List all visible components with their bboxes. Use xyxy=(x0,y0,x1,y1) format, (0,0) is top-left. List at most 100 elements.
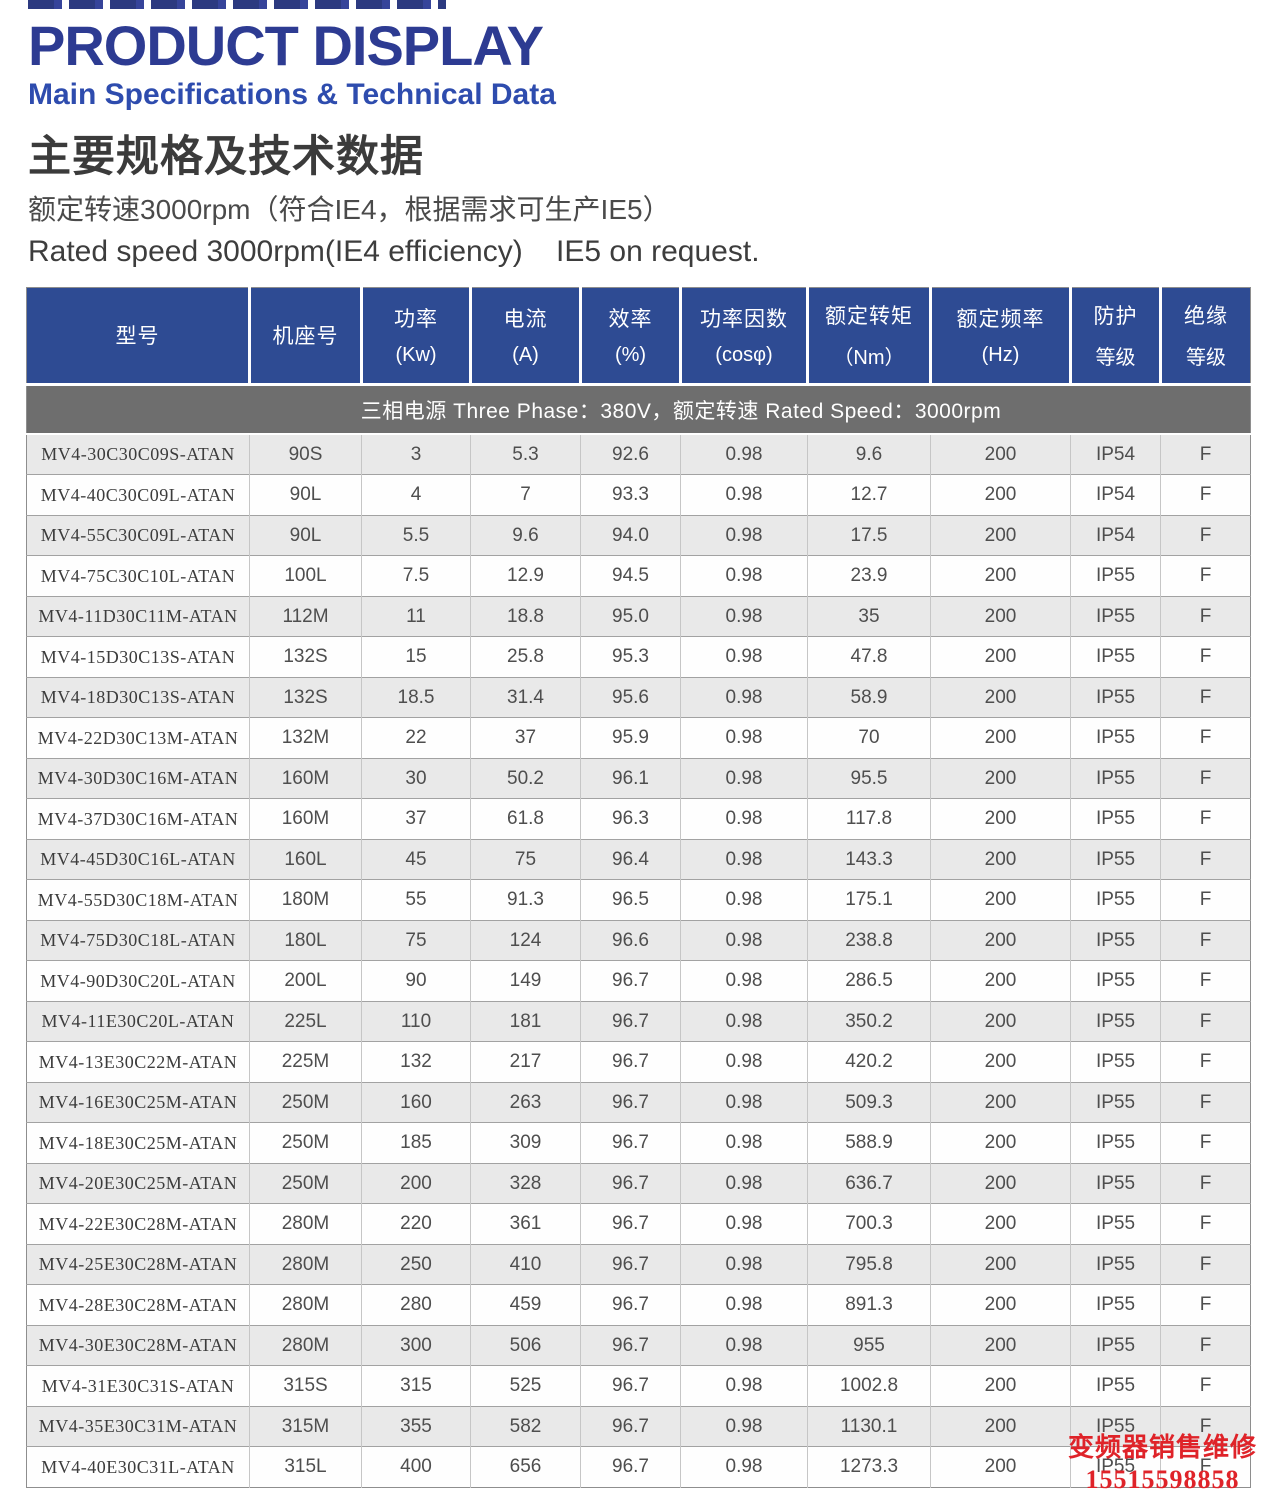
cell-current-a: 25.8 xyxy=(470,636,581,678)
cell-insulation-class: F xyxy=(1160,1000,1251,1042)
cell-current-a: 181 xyxy=(470,1000,581,1042)
cell-frame-size: 180M xyxy=(249,879,362,921)
cell-protection-class: IP54 xyxy=(1070,514,1161,556)
cell-efficiency: 96.7 xyxy=(580,1365,681,1407)
cell-frequency-hz: 200 xyxy=(930,960,1071,1002)
cell-insulation-class: F xyxy=(1160,1365,1251,1407)
cell-insulation-class: F xyxy=(1160,1405,1251,1447)
cell-frequency-hz: 200 xyxy=(930,1446,1071,1488)
cell-torque-nm: 795.8 xyxy=(807,1243,931,1285)
cell-efficiency: 95.9 xyxy=(580,717,681,759)
col-label: 额定转矩 xyxy=(825,305,913,329)
cell-power-factor: 0.98 xyxy=(680,595,808,637)
cell-power-kw: 5.5 xyxy=(361,514,471,556)
cell-frame-size: 315S xyxy=(249,1365,362,1407)
cell-protection-class: IP55 xyxy=(1070,1000,1161,1042)
cell-protection-class: IP55 xyxy=(1070,1324,1161,1366)
cell-power-factor: 0.98 xyxy=(680,798,808,840)
cell-model: MV4-40C30C09L-ATAN xyxy=(26,474,250,516)
cell-frame-size: 315M xyxy=(249,1405,362,1447)
cell-efficiency: 96.4 xyxy=(580,838,681,880)
cell-power-kw: 75 xyxy=(361,919,471,961)
table-body: MV4-30C30C09S-ATAN 90S 3 5.3 92.6 0.98 9.6 200 I… xyxy=(26,433,1251,1488)
cell-model: MV4-37D30C16M-ATAN xyxy=(26,798,250,840)
cell-efficiency: 96.7 xyxy=(580,1162,681,1204)
cell-current-a: 149 xyxy=(470,960,581,1002)
spec-table: 型号 机座号 功率 (Kw) 电流 (A) 效率 (%) 功率因数 (cosφ) 额定转… xyxy=(26,286,1251,1488)
cell-power-kw: 3 xyxy=(361,433,471,475)
cell-efficiency: 96.7 xyxy=(580,1284,681,1326)
table-row: MV4-75D30C18L-ATAN 180L 75 124 96.6 0.98 238.8… xyxy=(26,919,1251,961)
cell-torque-nm: 636.7 xyxy=(807,1162,931,1204)
cell-power-kw: 220 xyxy=(361,1203,471,1245)
cell-power-kw: 18.5 xyxy=(361,676,471,718)
cell-model: MV4-30E30C28M-ATAN xyxy=(26,1324,250,1366)
cell-model: MV4-90D30C20L-ATAN xyxy=(26,960,250,1002)
table-row: MV4-16E30C25M-ATAN 250M 160 263 96.7 0.98 509.… xyxy=(26,1081,1251,1123)
cell-current-a: 309 xyxy=(470,1122,581,1164)
cell-power-factor: 0.98 xyxy=(680,1203,808,1245)
cell-insulation-class: F xyxy=(1160,555,1251,597)
cell-frame-size: 200L xyxy=(249,960,362,1002)
cell-efficiency: 96.7 xyxy=(580,1000,681,1042)
table-row: MV4-55D30C18M-ATAN 180M 55 91.3 96.5 0.98 175.… xyxy=(26,879,1251,921)
cell-frequency-hz: 200 xyxy=(930,1203,1071,1245)
cell-power-kw: 185 xyxy=(361,1122,471,1164)
scan-artifact-strip xyxy=(28,0,446,9)
cell-current-a: 506 xyxy=(470,1324,581,1366)
cell-frame-size: 250M xyxy=(249,1162,362,1204)
cell-insulation-class: F xyxy=(1160,1122,1251,1164)
cell-frequency-hz: 200 xyxy=(930,717,1071,759)
cell-current-a: 217 xyxy=(470,1041,581,1083)
cell-protection-class: IP55 xyxy=(1070,1081,1161,1123)
col-unit: （Nm） xyxy=(833,347,905,370)
cell-frequency-hz: 200 xyxy=(930,433,1071,475)
cell-power-factor: 0.98 xyxy=(680,474,808,516)
cell-torque-nm: 1130.1 xyxy=(807,1405,931,1447)
cell-efficiency: 96.3 xyxy=(580,798,681,840)
cell-current-a: 9.6 xyxy=(470,514,581,556)
three-phase-banner: 三相电源 Three Phase：380V，额定转速 Rated Speed：3… xyxy=(26,384,1251,436)
cell-frequency-hz: 200 xyxy=(930,879,1071,921)
cell-protection-class: IP55 xyxy=(1070,1122,1161,1164)
table-row: MV4-90D30C20L-ATAN 200L 90 149 96.7 0.98 286.5… xyxy=(26,960,1251,1002)
cell-torque-nm: 588.9 xyxy=(807,1122,931,1164)
cell-efficiency: 94.5 xyxy=(580,555,681,597)
cell-frequency-hz: 200 xyxy=(930,636,1071,678)
cell-model: MV4-22E30C28M-ATAN xyxy=(26,1203,250,1245)
col-label: 效率 xyxy=(608,308,653,332)
cell-efficiency: 96.7 xyxy=(580,1041,681,1083)
cell-frequency-hz: 200 xyxy=(930,1284,1071,1326)
cell-model: MV4-75C30C10L-ATAN xyxy=(26,555,250,597)
cell-power-factor: 0.98 xyxy=(680,960,808,1002)
table-row: MV4-15D30C13S-ATAN 132S 15 25.8 95.3 0.98 47.8… xyxy=(26,636,1251,678)
cell-current-a: 75 xyxy=(470,838,581,880)
cell-frame-size: 112M xyxy=(249,595,362,637)
table-row: MV4-75C30C10L-ATAN 100L 7.5 12.9 94.5 0.98 23.… xyxy=(26,555,1251,597)
cell-frame-size: 90L xyxy=(249,514,362,556)
banner-row: 三相电源 Three Phase：380V，额定转速 Rated Speed：3… xyxy=(26,384,1251,436)
cell-current-a: 410 xyxy=(470,1243,581,1285)
col-unit: (cosφ) xyxy=(715,344,773,367)
cell-torque-nm: 350.2 xyxy=(807,1000,931,1042)
cell-frame-size: 225L xyxy=(249,1000,362,1042)
cell-frame-size: 250M xyxy=(249,1122,362,1164)
cell-protection-class: IP54 xyxy=(1070,433,1161,475)
cell-model: MV4-11D30C11M-ATAN xyxy=(26,595,250,637)
cell-current-a: 37 xyxy=(470,717,581,759)
col-header-efficiency: 效率 (%) xyxy=(580,287,682,386)
cell-frequency-hz: 200 xyxy=(930,1041,1071,1083)
cell-protection-class: IP55 xyxy=(1070,1365,1161,1407)
cell-insulation-class: F xyxy=(1160,960,1251,1002)
cell-frequency-hz: 200 xyxy=(930,838,1071,880)
cell-protection-class: IP55 xyxy=(1070,960,1161,1002)
cell-power-factor: 0.98 xyxy=(680,879,808,921)
cell-protection-class: IP55 xyxy=(1070,1284,1161,1326)
cell-power-kw: 7.5 xyxy=(361,555,471,597)
cell-insulation-class: F xyxy=(1160,1324,1251,1366)
cell-frame-size: 160L xyxy=(249,838,362,880)
cell-frequency-hz: 200 xyxy=(930,555,1071,597)
cell-power-factor: 0.98 xyxy=(680,1365,808,1407)
table-row: MV4-20E30C25M-ATAN 250M 200 328 96.7 0.98 636.… xyxy=(26,1162,1251,1204)
